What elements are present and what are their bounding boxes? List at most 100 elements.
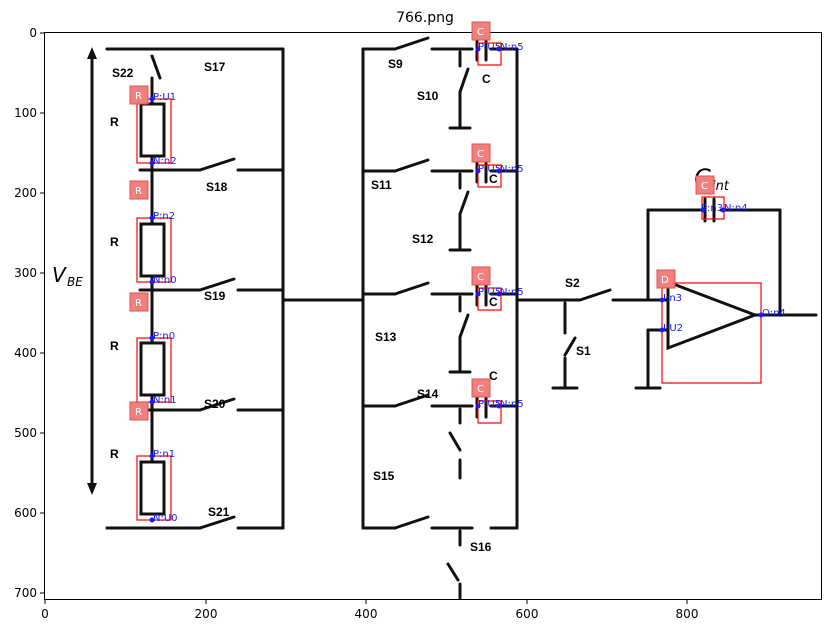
switch-label: S14	[417, 387, 439, 401]
switch-label: S20	[204, 397, 226, 411]
pin-label: O:n4	[762, 308, 786, 319]
switch-label: S12	[412, 232, 434, 246]
y-tick-label: 400	[14, 346, 37, 360]
capacitor-label: C	[482, 72, 491, 86]
tag-r2: R	[129, 180, 149, 200]
tag-r1: R	[129, 85, 149, 105]
y-tick-label: 200	[14, 186, 37, 200]
pin-label: P:U5	[478, 164, 501, 175]
pin-label: I:n3	[663, 293, 682, 304]
svg-text:D: D	[661, 275, 669, 286]
switch-label: S9	[388, 57, 403, 71]
tag-cint: C	[695, 175, 715, 195]
switch-label: S21	[208, 505, 230, 519]
y-tick-label: 600	[14, 506, 37, 520]
pin-label: P:n1	[153, 449, 175, 460]
y-tick-label: 300	[14, 266, 37, 280]
switch-label: S11	[371, 178, 392, 192]
vbe-subscript: BE	[67, 275, 83, 289]
x-tick-label: 0	[41, 607, 49, 621]
capacitor-bank-wires	[361, 36, 519, 530]
pin-label: N:n5	[500, 42, 524, 53]
resistor-2	[139, 222, 166, 278]
pin-label: P:n3	[701, 203, 723, 214]
x-tick-label: 800	[676, 607, 699, 621]
resistor-label: R	[110, 115, 119, 129]
switch-label: S13	[375, 330, 397, 344]
y-tick-label: 700	[14, 586, 37, 600]
resistor-1	[139, 102, 166, 158]
svg-text:C: C	[477, 149, 484, 160]
capacitor-label: C	[489, 172, 498, 186]
switch-label: S18	[206, 180, 228, 194]
pin-label: N:n5	[500, 164, 524, 175]
svg-text:C: C	[477, 272, 484, 283]
switch-label: S17	[204, 60, 226, 74]
tag-r4: R	[129, 401, 149, 421]
x-tick-label: 400	[355, 607, 378, 621]
resistor-3	[139, 341, 166, 397]
resistor-4	[139, 460, 166, 516]
svg-text:R: R	[135, 186, 142, 197]
switch-label: S10	[417, 89, 439, 103]
switch-label: S2	[565, 276, 580, 290]
pin-label: P:U5	[478, 287, 501, 298]
pin-label: N:n5	[500, 399, 524, 410]
switch-label: S16	[470, 540, 492, 554]
pin-label: P:U1	[153, 92, 176, 103]
annotation-box	[477, 287, 502, 311]
switch-label: S19	[204, 289, 226, 303]
op-amp	[666, 279, 760, 351]
pin-label: P:n2	[153, 211, 175, 222]
annotation-box	[661, 282, 762, 384]
pin-label: P:U5	[478, 42, 501, 53]
output-stage-wires	[515, 208, 818, 390]
tag-c2: C	[471, 143, 491, 163]
pin-label: N:n2	[153, 156, 177, 167]
circuit: V BE R R	[52, 36, 818, 600]
tag-r3: R	[129, 292, 149, 312]
cint-subscript: int	[712, 179, 730, 194]
tag-opamp: D	[656, 269, 676, 289]
tag-c4: C	[471, 378, 491, 398]
x-tick-label: 600	[516, 607, 539, 621]
svg-text:R: R	[135, 298, 142, 309]
pin-label: P:U5	[478, 399, 501, 410]
annotations: R R R R C C C C C D P:U1 N:n2 P:n2 N:n0 …	[129, 21, 786, 524]
switch-label: S1	[576, 344, 591, 358]
tag-c1: C	[471, 21, 491, 41]
y-tick-label: 0	[29, 26, 37, 40]
svg-text:R: R	[135, 407, 142, 418]
bottom-cap-wires	[361, 404, 519, 600]
switch-label: S22	[112, 66, 134, 80]
x-tick-label: 200	[195, 607, 218, 621]
svg-text:C: C	[701, 181, 708, 192]
ladder-wires	[105, 47, 365, 530]
vbe-label: V	[52, 263, 67, 287]
pin-label: N:n1	[153, 395, 177, 406]
tag-c3: C	[471, 266, 491, 286]
switch-label: S15	[373, 469, 395, 483]
pin-markers: P:U1 N:n2 P:n2 N:n0 P:n0 N:n1 P:n1 N:U0 …	[149, 42, 786, 524]
resistor-label: R	[110, 235, 119, 249]
pin-label: N:n5	[500, 287, 524, 298]
capacitor-label: C	[489, 369, 498, 383]
pin-label: I:U2	[663, 323, 683, 334]
capacitor-label: C	[489, 295, 498, 309]
svg-text:R: R	[135, 91, 142, 102]
svg-text:C: C	[477, 27, 484, 38]
y-tick-label: 500	[14, 426, 37, 440]
resistor-label: R	[110, 447, 119, 461]
svg-text:C: C	[477, 384, 484, 395]
annotation-box	[477, 164, 502, 188]
annotation-box	[477, 42, 502, 66]
y-tick-label: 100	[14, 106, 37, 120]
resistor-label: R	[110, 339, 119, 353]
pin-label: N:n0	[153, 275, 177, 286]
pin-label: N:U0	[153, 513, 178, 524]
pin-label: P:n0	[153, 331, 175, 342]
x-axis: 0 200 400 600 800	[41, 600, 698, 621]
y-axis: 0 100 200 300 400 500 600 700	[14, 26, 44, 600]
